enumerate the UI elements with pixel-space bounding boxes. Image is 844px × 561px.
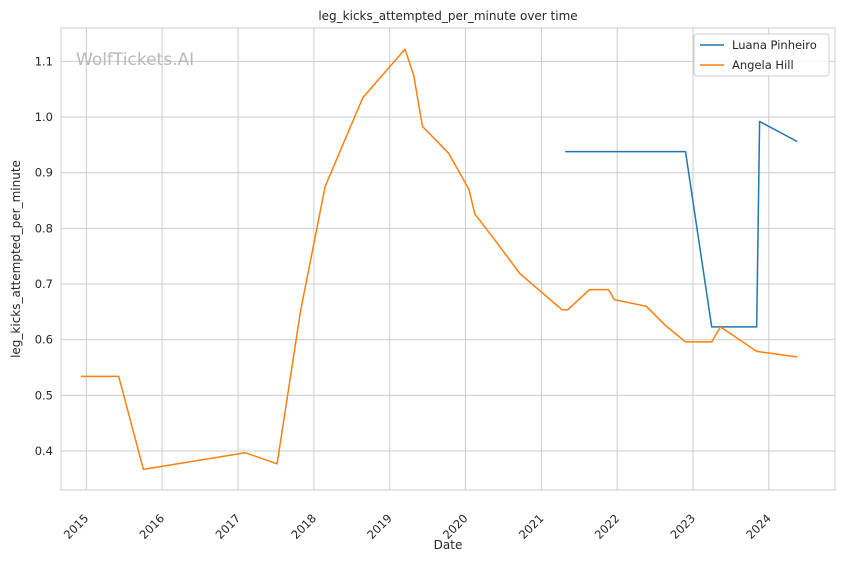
y-tick-label: 0.4 bbox=[35, 444, 53, 458]
watermark: WolfTickets.AI bbox=[76, 50, 194, 70]
legend-box bbox=[693, 33, 830, 77]
y-axis-label: leg_kicks_attempted_per_minute bbox=[9, 160, 23, 358]
y-gridlines bbox=[61, 60, 835, 452]
legend: Luana Pinheiro Angela Hill bbox=[693, 33, 830, 77]
y-tick-label: 1.1 bbox=[35, 54, 53, 68]
series-line-1 bbox=[80, 48, 798, 471]
y-tick-label: 0.9 bbox=[35, 166, 53, 180]
y-tick-label: 1.0 bbox=[35, 110, 53, 124]
plot-frame bbox=[60, 27, 836, 491]
x-tick-label: 2024 bbox=[743, 511, 774, 542]
x-gridlines bbox=[85, 28, 770, 490]
y-tick-label: 0.5 bbox=[35, 388, 53, 402]
y-tick-label: 0.8 bbox=[35, 221, 53, 235]
y-tick-label: 0.7 bbox=[35, 277, 53, 291]
series-line-0 bbox=[565, 120, 798, 328]
y-tick-labels: 0.4 0.5 0.6 0.7 0.8 0.9 1.0 1.1 bbox=[35, 54, 53, 458]
x-tick-label: 2017 bbox=[213, 511, 244, 542]
x-tick-label: 2021 bbox=[516, 511, 547, 542]
x-axis-label: Date bbox=[434, 538, 463, 552]
legend-label: Luana Pinheiro bbox=[732, 38, 817, 52]
x-tick-label: 2023 bbox=[668, 511, 699, 542]
legend-label: Angela Hill bbox=[732, 58, 794, 72]
series-lines bbox=[80, 48, 798, 471]
y-tick-label: 0.6 bbox=[35, 333, 53, 347]
x-tick-label: 2019 bbox=[364, 511, 395, 542]
x-tick-label: 2022 bbox=[592, 511, 623, 542]
chart-title: leg_kicks_attempted_per_minute over time bbox=[318, 9, 577, 23]
x-tick-label: 2016 bbox=[137, 511, 168, 542]
x-tick-labels: 2015 2016 2017 2018 2019 2020 2021 2022 2023 2024 bbox=[61, 511, 774, 542]
x-tick-label: 2018 bbox=[288, 511, 319, 542]
x-tick-label: 2015 bbox=[61, 511, 92, 542]
